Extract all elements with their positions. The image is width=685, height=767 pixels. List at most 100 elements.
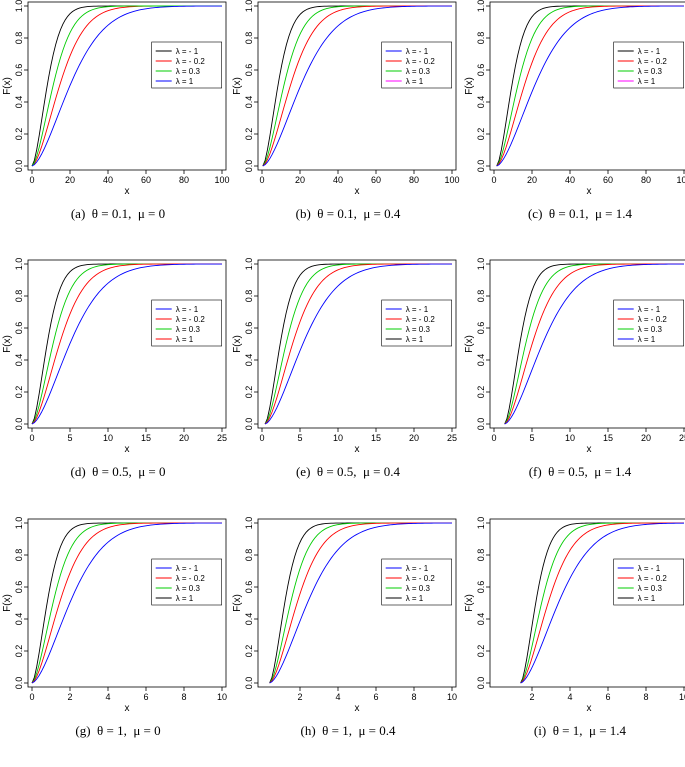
y-tick-label: 0.8 <box>244 549 254 562</box>
y-tick-label: 0.6 <box>476 322 486 335</box>
y-tick-label: 0.8 <box>476 290 486 303</box>
legend-label: λ = - 0.2 <box>638 574 668 583</box>
x-tick-label: 100 <box>214 175 229 185</box>
legend-label: λ = - 0.2 <box>638 315 668 324</box>
y-tick-label: 0.8 <box>244 290 254 303</box>
legend-label: λ = 0.3 <box>638 67 663 76</box>
legend-label: λ = - 0.2 <box>638 57 668 66</box>
x-tick-label: 0 <box>491 433 496 443</box>
series-line-blue <box>31 5 222 167</box>
y-tick-label: 0.4 <box>244 96 254 109</box>
x-tick-label: 15 <box>603 433 613 443</box>
x-axis-label: x <box>125 703 130 714</box>
y-tick-label: 0.0 <box>476 160 486 173</box>
y-tick-label: 0.8 <box>476 32 486 45</box>
panel-caption: (g) θ = 1, μ = 0 <box>75 723 161 738</box>
legend-label: λ = - 0.2 <box>406 57 436 66</box>
x-tick-label: 10 <box>103 433 113 443</box>
chart-panel: 0.0 0.2 0.4 0.6 0.8 1.0 0 5 10 15 20 25 x F(x) λ = - 1… <box>232 258 460 508</box>
plot-frame <box>27 518 227 688</box>
series-line-blue <box>264 263 452 425</box>
x-axis-label: x <box>587 703 592 714</box>
y-axis-label: F(x) <box>2 77 13 95</box>
series-line-blue <box>504 263 684 425</box>
legend-label: λ = - 1 <box>638 305 661 314</box>
y-tick-label: 0.2 <box>244 386 254 399</box>
x-tick-label: 80 <box>409 175 419 185</box>
x-tick-label: 20 <box>179 433 189 443</box>
x-tick-label: 40 <box>565 175 575 185</box>
y-tick-label: 1.0 <box>14 0 24 12</box>
y-tick-label: 0.4 <box>476 354 486 367</box>
y-axis-label: F(x) <box>2 594 13 612</box>
x-tick-label: 6 <box>143 692 148 702</box>
x-tick-label: 8 <box>181 692 186 702</box>
legend-box <box>151 558 222 606</box>
y-tick-label: 0.6 <box>14 581 24 594</box>
legend-label: λ = 1 <box>638 77 656 86</box>
y-tick-label: 0.0 <box>244 677 254 690</box>
x-tick-label: 80 <box>179 175 189 185</box>
legend-box <box>613 558 684 606</box>
legend-label: λ = - 1 <box>638 47 661 56</box>
plot-frame <box>489 1 685 171</box>
x-tick-label: 60 <box>603 175 613 185</box>
y-tick-label: 0.6 <box>14 64 24 77</box>
x-tick-label: 25 <box>447 433 457 443</box>
legend-label: λ = - 0.2 <box>406 315 436 324</box>
series-line-blue <box>31 522 222 684</box>
x-tick-label: 20 <box>409 433 419 443</box>
chart-svg: 0.0 0.2 0.4 0.6 0.8 1.0 0 5 10 15 20 25 x F(x) λ = - 1… <box>232 258 457 455</box>
plot-frame <box>257 1 457 171</box>
y-tick-label: 0.4 <box>476 613 486 626</box>
panel-caption: (c) θ = 0.1, μ = 1.4 <box>527 206 633 221</box>
x-axis-label: x <box>587 186 592 197</box>
chart-svg: 0.0 0.2 0.4 0.6 0.8 1.0 0 20 40 60 80 100 x F(x) λ = -… <box>464 0 685 197</box>
x-tick-label: 4 <box>105 692 110 702</box>
x-tick-label: 2 <box>297 692 302 702</box>
legend-label: λ = - 1 <box>176 564 199 573</box>
x-tick-label: 6 <box>605 692 610 702</box>
y-tick-label: 0.0 <box>14 160 24 173</box>
x-axis-label: x <box>125 186 130 197</box>
x-tick-label: 100 <box>444 175 459 185</box>
y-tick-label: 0.4 <box>14 354 24 367</box>
legend-label: λ = - 1 <box>406 305 429 314</box>
x-tick-label: 10 <box>333 433 343 443</box>
legend-box <box>151 41 222 89</box>
y-axis-label: F(x) <box>232 77 243 95</box>
legend-label: λ = - 0.2 <box>176 57 206 66</box>
legend-label: λ = 0.3 <box>638 325 663 334</box>
y-axis-label: F(x) <box>2 335 13 353</box>
y-tick-label: 0.6 <box>476 581 486 594</box>
legend-label: λ = 0.3 <box>176 584 201 593</box>
y-tick-label: 0.6 <box>244 581 254 594</box>
x-tick-label: 0 <box>29 433 34 443</box>
x-tick-label: 20 <box>641 433 651 443</box>
x-tick-label: 20 <box>295 175 305 185</box>
x-tick-label: 40 <box>103 175 113 185</box>
y-tick-label: 0.6 <box>476 64 486 77</box>
x-tick-label: 25 <box>217 433 227 443</box>
x-axis-label: x <box>125 444 130 455</box>
legend-label: λ = - 0.2 <box>406 574 436 583</box>
y-tick-label: 1.0 <box>476 0 486 12</box>
y-tick-label: 0.6 <box>14 322 24 335</box>
legend-label: λ = - 1 <box>406 47 429 56</box>
chart-svg: 0.0 0.2 0.4 0.6 0.8 1.0 0 20 40 60 80 100 x F(x) λ = -… <box>232 0 460 197</box>
x-tick-label: 0 <box>29 175 34 185</box>
y-tick-label: 0.2 <box>476 128 486 141</box>
y-tick-label: 0.8 <box>14 549 24 562</box>
chart-svg: 0.0 0.2 0.4 0.6 0.8 1.0 0 5 10 15 20 25 x F(x) λ = - 1… <box>464 258 685 455</box>
x-tick-label: 60 <box>371 175 381 185</box>
legend-box <box>381 299 452 347</box>
plot-frame <box>257 518 457 688</box>
x-tick-label: 15 <box>141 433 151 443</box>
y-tick-label: 0.2 <box>476 386 486 399</box>
legend-label: λ = 0.3 <box>176 67 201 76</box>
y-tick-label: 0.0 <box>244 418 254 431</box>
plot-frame <box>27 259 227 429</box>
plot-frame <box>257 259 457 429</box>
